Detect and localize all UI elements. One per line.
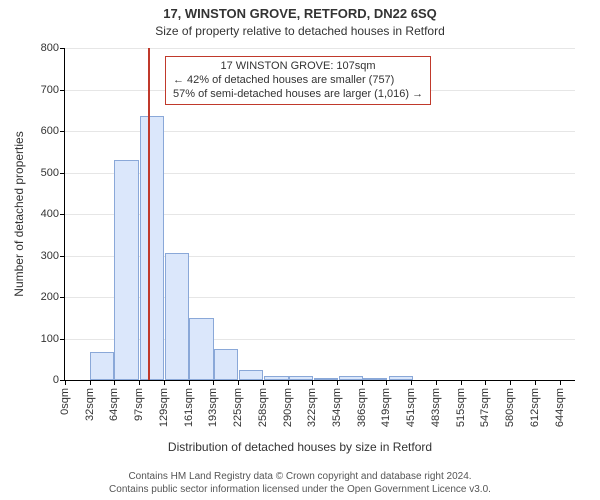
xtick-mark	[386, 380, 387, 385]
gridline-h	[65, 48, 575, 49]
ytick-label: 200	[41, 291, 59, 303]
histogram-bar	[289, 376, 313, 380]
xtick-mark	[114, 380, 115, 385]
xtick-label: 612sqm	[529, 388, 541, 427]
xtick-label: 451sqm	[405, 388, 417, 427]
xtick-label: 258sqm	[257, 388, 269, 427]
histogram-bar	[389, 376, 413, 380]
page-title: 17, WINSTON GROVE, RETFORD, DN22 6SQ	[0, 6, 600, 21]
xtick-mark	[362, 380, 363, 385]
xtick-label: 129sqm	[158, 388, 170, 427]
ytick-mark	[60, 214, 65, 215]
xtick-mark	[139, 380, 140, 385]
annotation-line: 57% of semi-detached houses are larger (…	[173, 88, 423, 102]
xtick-label: 161sqm	[183, 388, 195, 427]
xtick-mark	[337, 380, 338, 385]
footer-line-2: Contains public sector information licen…	[0, 484, 600, 497]
histogram-plot: Number of detached properties 0100200300…	[64, 48, 575, 381]
histogram-bar	[363, 378, 387, 380]
ytick-label: 800	[41, 42, 59, 54]
histogram-bar	[90, 352, 114, 380]
xtick-mark	[461, 380, 462, 385]
histogram-bar	[264, 376, 288, 380]
ytick-mark	[60, 90, 65, 91]
histogram-bar	[239, 370, 263, 380]
xtick-mark	[65, 380, 66, 385]
xtick-label: 290sqm	[282, 388, 294, 427]
ytick-mark	[60, 256, 65, 257]
histogram-bar	[114, 160, 138, 380]
histogram-bar	[140, 116, 164, 380]
footer-line-1: Contains HM Land Registry data © Crown c…	[0, 471, 600, 484]
xtick-label: 97sqm	[133, 388, 145, 421]
xtick-label: 644sqm	[554, 388, 566, 427]
ytick-mark	[60, 48, 65, 49]
subject-marker-line	[148, 48, 150, 380]
ytick-label: 700	[41, 84, 59, 96]
xtick-mark	[263, 380, 264, 385]
x-axis-label: Distribution of detached houses by size …	[0, 440, 600, 454]
ytick-mark	[60, 297, 65, 298]
xtick-mark	[288, 380, 289, 385]
xtick-label: 193sqm	[207, 388, 219, 427]
xtick-label: 483sqm	[430, 388, 442, 427]
xtick-label: 225sqm	[232, 388, 244, 427]
annotation-line: 17 WINSTON GROVE: 107sqm	[173, 60, 423, 74]
ytick-label: 600	[41, 125, 59, 137]
xtick-mark	[535, 380, 536, 385]
histogram-bar	[339, 376, 363, 380]
y-axis-label: Number of detached properties	[12, 131, 26, 296]
ytick-label: 300	[41, 250, 59, 262]
xtick-mark	[164, 380, 165, 385]
ytick-mark	[60, 173, 65, 174]
ytick-label: 100	[41, 333, 59, 345]
histogram-bar	[314, 378, 338, 380]
ytick-label: 400	[41, 208, 59, 220]
xtick-label: 64sqm	[108, 388, 120, 421]
xtick-label: 354sqm	[331, 388, 343, 427]
attribution-footer: Contains HM Land Registry data © Crown c…	[0, 471, 600, 496]
xtick-mark	[90, 380, 91, 385]
ytick-label: 0	[53, 374, 59, 386]
xtick-mark	[238, 380, 239, 385]
xtick-mark	[189, 380, 190, 385]
xtick-label: 419sqm	[380, 388, 392, 427]
xtick-label: 580sqm	[504, 388, 516, 427]
histogram-bar	[165, 253, 189, 380]
xtick-mark	[510, 380, 511, 385]
histogram-bar	[214, 349, 238, 380]
xtick-mark	[213, 380, 214, 385]
xtick-label: 386sqm	[356, 388, 368, 427]
xtick-label: 322sqm	[306, 388, 318, 427]
annotation-line: ← 42% of detached houses are smaller (75…	[173, 74, 423, 88]
histogram-bar	[189, 318, 213, 380]
xtick-mark	[560, 380, 561, 385]
xtick-label: 547sqm	[479, 388, 491, 427]
ytick-mark	[60, 339, 65, 340]
ytick-label: 500	[41, 167, 59, 179]
xtick-label: 32sqm	[84, 388, 96, 421]
annotation-box: 17 WINSTON GROVE: 107sqm← 42% of detache…	[165, 56, 431, 105]
ytick-mark	[60, 131, 65, 132]
xtick-label: 0sqm	[59, 388, 71, 415]
page-subtitle: Size of property relative to detached ho…	[0, 24, 600, 38]
xtick-mark	[436, 380, 437, 385]
xtick-mark	[485, 380, 486, 385]
xtick-mark	[411, 380, 412, 385]
xtick-mark	[312, 380, 313, 385]
xtick-label: 515sqm	[455, 388, 467, 427]
